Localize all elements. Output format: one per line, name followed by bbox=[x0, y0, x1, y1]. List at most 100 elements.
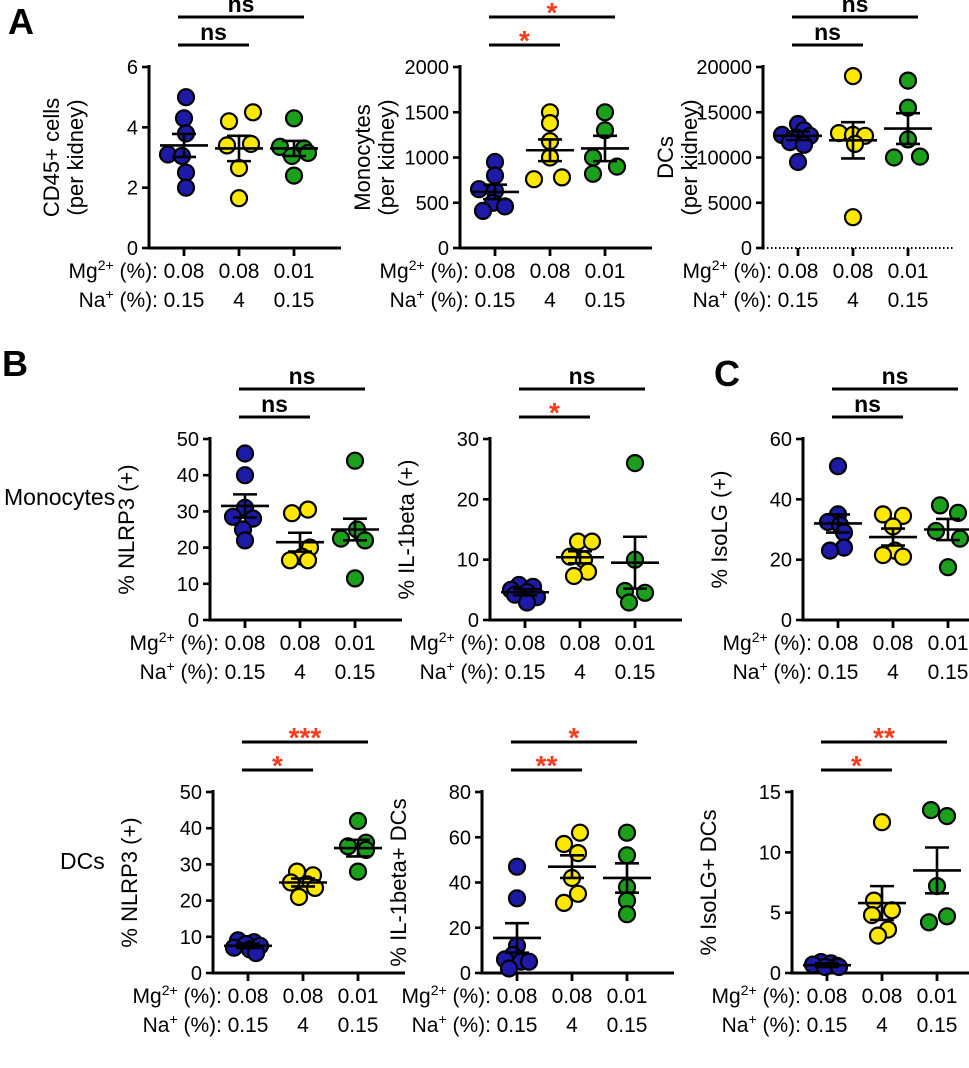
data-point bbox=[873, 546, 893, 565]
y-tick-label: 0 bbox=[468, 610, 479, 632]
y-tick-label: 2000 bbox=[405, 57, 450, 79]
y-tick-label: 60 bbox=[770, 429, 792, 451]
data-point bbox=[540, 114, 560, 133]
plot-monocytes-per-kidney: 0 500 1000 1500 2000 Monocytes (per kidney) * * M… bbox=[348, 0, 688, 343]
data-point bbox=[495, 197, 515, 216]
significance-label: ** bbox=[873, 722, 895, 753]
error-bar bbox=[858, 884, 906, 922]
mg-row-label: Mg2+ (%): bbox=[402, 982, 491, 1008]
data-point bbox=[219, 112, 239, 131]
y-axis-label: DCs bbox=[653, 136, 678, 179]
data-point bbox=[843, 66, 863, 86]
y-tick-label: 10 bbox=[759, 842, 781, 864]
y-tick-label: 0 bbox=[781, 610, 792, 632]
data-point bbox=[617, 905, 637, 924]
na-value: 4 bbox=[297, 1014, 309, 1037]
significance-label: ** bbox=[536, 750, 558, 781]
plot-monocytes-nlrp3: 0 10 20 30 40 50 % NLRP3 (+) ns ns Mg2+ (%): Na+ (… bbox=[98, 363, 438, 715]
y-tick-label: 5000 bbox=[708, 193, 753, 215]
significance-label: ns bbox=[854, 391, 881, 417]
data-point bbox=[868, 926, 888, 945]
error-bar bbox=[215, 134, 263, 163]
data-point bbox=[217, 136, 237, 155]
na-value: 0.15 bbox=[335, 661, 376, 684]
error-bar bbox=[581, 134, 629, 163]
data-point bbox=[864, 891, 884, 910]
y-tick-label: 0 bbox=[191, 963, 202, 985]
y-axis-label: (per kidney) bbox=[374, 99, 399, 215]
y-axis-label: (per kidney) bbox=[63, 99, 88, 215]
mg-value: 0.08 bbox=[778, 260, 819, 283]
data-point bbox=[607, 157, 627, 176]
na-value: 0.15 bbox=[778, 289, 819, 312]
data-point bbox=[950, 529, 969, 548]
data-point bbox=[348, 862, 368, 881]
data-point bbox=[345, 451, 365, 470]
na-value: 0.15 bbox=[164, 289, 205, 312]
y-tick-label: 60 bbox=[449, 827, 471, 849]
error-bar bbox=[526, 138, 574, 163]
na-row-label: Na+ (%): bbox=[693, 286, 772, 312]
error-bar bbox=[501, 587, 549, 597]
significance-label: ns bbox=[289, 363, 316, 389]
data-point bbox=[235, 444, 255, 463]
mg-value: 0.08 bbox=[530, 260, 571, 283]
data-point bbox=[331, 529, 351, 548]
data-point bbox=[937, 806, 957, 826]
data-point bbox=[930, 496, 950, 515]
plot-dcs-nlrp3-svg: 0 10 20 30 40 50 % NLRP3 (+) **** Mg2+ (%): Na+ (… bbox=[117, 722, 405, 1037]
data-point bbox=[893, 547, 913, 566]
data-point bbox=[919, 913, 939, 932]
y-tick-label: 50 bbox=[180, 782, 202, 804]
plot-monocytes-isolg: 0 20 40 60 % IsoLG (+) ns ns Mg2+ (%): Na+ (%): 0… bbox=[691, 363, 969, 715]
data-point bbox=[338, 837, 358, 856]
error-bar bbox=[913, 846, 961, 895]
y-axis-label: % IsoLG+ DCs bbox=[696, 809, 721, 955]
na-value: 4 bbox=[566, 1014, 578, 1037]
data-point bbox=[788, 152, 808, 172]
na-value: 0.15 bbox=[807, 1014, 848, 1037]
error-bar bbox=[803, 962, 851, 969]
error-bar bbox=[548, 854, 596, 880]
significance-label: ns bbox=[200, 19, 227, 45]
y-axis-label: % NLRP3 (+) bbox=[117, 817, 142, 947]
y-tick-label: 20 bbox=[180, 891, 202, 913]
y-tick-label: 10000 bbox=[696, 148, 752, 170]
error-bar bbox=[603, 861, 651, 894]
plot-dcs-isolg: 0 5 10 15% IsoLG+ DCs * ** Mg2+ (%): Na+ (%): 0.… bbox=[680, 720, 969, 1068]
data-point bbox=[298, 551, 318, 570]
data-point bbox=[583, 164, 603, 183]
y-tick-label: 500 bbox=[416, 193, 449, 215]
y-tick-label: 40 bbox=[177, 465, 199, 487]
data-point bbox=[284, 109, 304, 128]
data-point bbox=[937, 907, 957, 926]
significance-label: * bbox=[569, 722, 580, 753]
data-point bbox=[507, 889, 527, 908]
mg-row-label: Mg2+ (%): bbox=[683, 257, 772, 283]
data-point bbox=[517, 593, 537, 612]
na-value: 0.15 bbox=[917, 1014, 958, 1037]
y-tick-label: 40 bbox=[770, 489, 792, 511]
mg-row-label: Mg2+ (%): bbox=[712, 982, 801, 1008]
data-point bbox=[884, 148, 904, 167]
significance-label: ns bbox=[228, 0, 255, 17]
error-bar bbox=[279, 877, 327, 888]
data-point bbox=[564, 566, 584, 586]
y-tick-label: 5 bbox=[770, 903, 781, 925]
y-axis-label: CD45+ cells bbox=[39, 98, 64, 217]
na-row-label: Na+ (%): bbox=[143, 1011, 222, 1037]
na-value: 4 bbox=[847, 289, 859, 312]
mg-value: 0.08 bbox=[862, 985, 903, 1008]
na-row-label: Na+ (%): bbox=[722, 1011, 801, 1037]
error-bar bbox=[884, 111, 932, 146]
panel-label-a: A bbox=[8, 1, 34, 42]
mg-row-label: Mg2+ (%): bbox=[133, 982, 222, 1008]
y-tick-label: 0 bbox=[770, 963, 781, 985]
plot-monocytes-il1beta-svg: 0 10 20 30 % IL-1beta (+) * ns Mg2+ (%): Na+ (%)… bbox=[394, 363, 682, 684]
data-point bbox=[280, 551, 300, 570]
data-point bbox=[568, 844, 588, 863]
